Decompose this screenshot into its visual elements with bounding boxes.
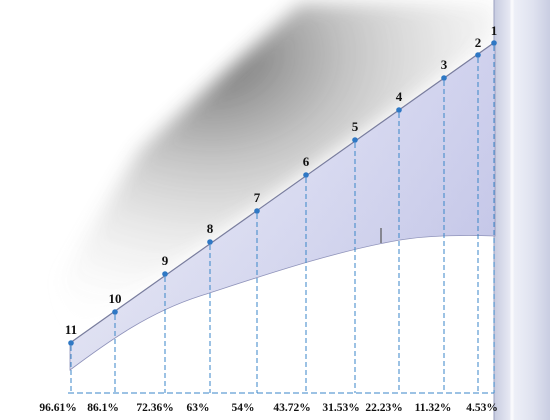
station-percent-7: 54% [232,402,255,414]
station-number-11: 11 [65,322,77,337]
station-percent-3: 11.32% [415,402,452,414]
station-number-1: 1 [491,23,498,38]
station-marker-8 [207,239,213,245]
station-number-8: 8 [207,221,214,236]
station-percent-10: 86.1% [87,402,119,414]
station-numbers: 12 3 4 5 6 7 8 9 10 11 [65,23,497,337]
station-percent-11: 96.61% [39,402,76,414]
station-guides [70,46,495,393]
wing-shading [70,42,495,370]
station-marker-9 [162,271,168,277]
station-marker-4 [396,107,402,113]
station-number-5: 5 [352,119,359,134]
station-percent-5: 31.53% [322,402,359,414]
station-marker-11 [68,340,74,346]
station-number-10: 10 [109,291,122,306]
leading-edge [69,41,496,344]
station-marker-1 [491,40,497,46]
station-number-6: 6 [303,154,310,169]
station-marker-7 [254,208,260,214]
station-marker-3 [441,75,447,81]
station-number-2: 2 [475,35,482,50]
station-marker-10 [112,309,118,315]
station-marker-6 [303,172,309,178]
station-number-3: 3 [441,57,448,72]
fuselage [494,0,550,420]
station-number-9: 9 [162,253,169,268]
station-number-4: 4 [396,89,403,104]
station-marker-2 [475,52,481,58]
station-number-7: 7 [254,190,261,205]
station-percent-9: 72.36% [136,402,173,414]
station-percent-6: 43.72% [273,402,310,414]
station-percent-8: 63% [187,402,210,414]
station-percents: 4.53% 11.32% 22.23% 31.53% 43.72% 54% 63% 72.36… [39,402,498,414]
station-percent-4: 22.23% [365,402,402,414]
station-markers [68,40,497,346]
station-marker-5 [352,137,358,143]
wing-shadow [60,4,495,338]
station-percent-1: 4.53% [466,402,498,414]
